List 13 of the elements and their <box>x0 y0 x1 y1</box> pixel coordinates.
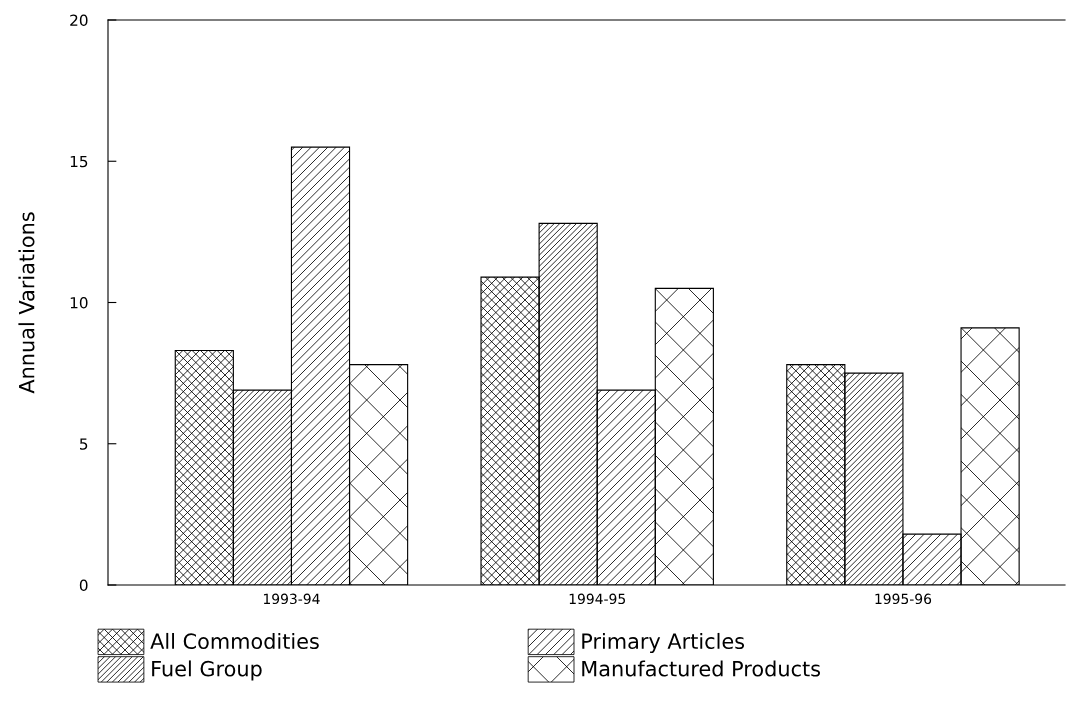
x-tick-label: 1995-96 <box>875 593 932 605</box>
y-tick-label: 20 <box>70 14 88 27</box>
y-tick-label: 15 <box>70 155 88 168</box>
legend-label: Fuel Group <box>152 660 262 681</box>
y-tick-label: 10 <box>70 296 88 309</box>
legend-label: Manufactured Products <box>582 660 821 677</box>
x-tick-label: 1994-95 <box>569 593 625 605</box>
legend-label: Primary Articles <box>582 632 745 654</box>
y-tick-label: 0 <box>79 579 88 592</box>
y-axis-title: Annual Variations <box>18 212 35 394</box>
x-tick-label: 1993-94 <box>263 593 320 605</box>
y-tick-label: 5 <box>80 438 88 450</box>
legend-label: All Commodities <box>150 632 319 650</box>
